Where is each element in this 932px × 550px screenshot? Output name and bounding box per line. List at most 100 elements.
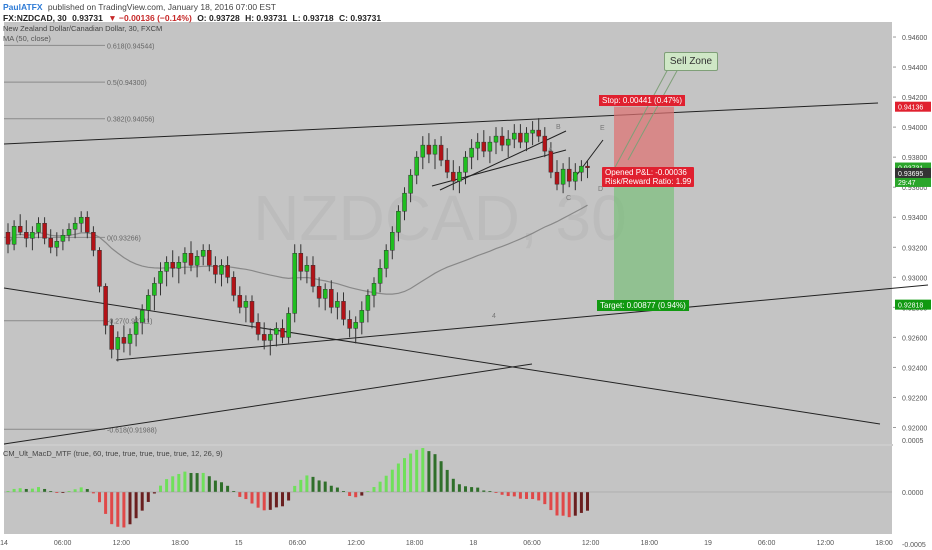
candle-down <box>85 216 90 233</box>
candle-down <box>347 319 352 329</box>
macd-bar <box>354 492 358 498</box>
candle-down <box>24 231 29 239</box>
candle-down <box>97 250 102 287</box>
target-label[interactable]: Target: 0.00877 (0.94%) <box>597 300 689 311</box>
candle-up <box>146 295 151 311</box>
candle-down <box>316 286 322 299</box>
macd-bar <box>189 472 193 492</box>
time-tick-label: 18:00 <box>875 540 893 547</box>
macd-bar <box>250 492 254 504</box>
macd-tick-label: 0.0000 <box>902 490 924 497</box>
candle-down <box>213 265 218 275</box>
macd-bar <box>561 492 565 516</box>
macd-bar <box>274 492 278 508</box>
macd-bar <box>311 476 315 492</box>
author-link[interactable]: PaulATFX <box>3 2 43 12</box>
candle-down <box>542 135 548 152</box>
candle-up <box>377 268 383 284</box>
candle-down <box>225 265 230 278</box>
macd-bar <box>140 492 144 511</box>
macd-bar <box>104 492 108 514</box>
sell-zone-callout[interactable]: Sell Zone <box>664 52 718 71</box>
candle-up <box>176 262 182 269</box>
wedge-small-upper[interactable] <box>572 139 604 181</box>
macd-bar <box>177 473 181 492</box>
macd-bar <box>67 490 71 492</box>
macd-bar <box>91 492 95 494</box>
indicator-legend[interactable]: CM_Ult_MacD_MTF (true, 60, true, true, t… <box>3 449 223 458</box>
symbol-label[interactable]: FX:NZDCAD, 30 <box>3 13 67 23</box>
macd-bar <box>226 485 230 492</box>
macd-bar <box>518 492 522 499</box>
wave-label: A <box>548 147 553 154</box>
candle-up <box>292 253 297 314</box>
candle-up <box>365 295 371 311</box>
macd-bar <box>543 492 547 505</box>
stop-label[interactable]: Stop: 0.00441 (0.47%) <box>599 95 686 106</box>
candle-up <box>359 310 365 323</box>
candle-series <box>5 118 590 362</box>
candle-up <box>60 235 66 242</box>
candle-down <box>426 144 432 155</box>
candle-down <box>5 231 11 245</box>
wave-label: D <box>598 186 603 193</box>
macd-bar <box>415 449 419 492</box>
macd-bar <box>61 492 65 493</box>
candle-down <box>121 337 127 344</box>
time-tick-label: 06:00 <box>289 540 307 547</box>
candle-up <box>36 222 41 233</box>
candle-up <box>487 141 493 152</box>
candle-down <box>17 225 23 233</box>
price-marker-bg <box>895 167 931 178</box>
time-tick-label: 06:00 <box>758 540 776 547</box>
candle-up <box>66 228 72 236</box>
candle-up <box>219 265 224 275</box>
target-zone <box>614 172 674 305</box>
fib-label: -0.618(0.91988) <box>107 427 157 434</box>
macd-bar <box>287 492 291 501</box>
candle-up <box>72 222 78 230</box>
time-axis-bg[interactable] <box>0 535 932 550</box>
opened-pnl: Opened P&L: -0.00036 <box>605 168 687 177</box>
candle-down <box>310 265 316 287</box>
trendline-lower[interactable] <box>115 284 929 361</box>
macd-bar <box>79 487 83 492</box>
macd-bar <box>579 492 583 513</box>
wave-labels: A B C D E 4 <box>492 124 605 320</box>
macd-bar <box>232 491 236 492</box>
candle-up <box>182 253 188 263</box>
candle-down <box>548 150 554 173</box>
ma-legend[interactable]: MA (50, close) <box>3 34 51 43</box>
candle-up <box>560 168 566 185</box>
macd-bar <box>18 488 22 492</box>
candle-up <box>530 129 535 134</box>
macd-bar <box>323 481 327 492</box>
price-marker-label: 29:47 <box>898 180 916 187</box>
price-tick-label: 0.94400 <box>902 65 927 72</box>
pnl-box[interactable]: Opened P&L: -0.00036 Risk/Reward Ratio: … <box>602 167 695 187</box>
macd-bar <box>146 492 150 502</box>
macd-bar <box>134 492 138 519</box>
macd-bar <box>110 492 114 525</box>
macd-bar <box>30 488 34 492</box>
macd-bar <box>165 479 169 492</box>
price-marker-label: 0.92818 <box>898 303 923 310</box>
candle-up <box>274 328 279 335</box>
candle-up <box>420 144 426 158</box>
candle-down <box>188 253 194 266</box>
candle-down <box>444 159 450 173</box>
trendline-upper[interactable] <box>3 102 879 145</box>
price-tick-label: 0.92000 <box>902 425 927 432</box>
macd-bar <box>6 491 10 492</box>
candle-down <box>451 171 456 182</box>
trendline-bottom[interactable] <box>3 363 533 445</box>
candle-up <box>286 313 291 338</box>
price-tick-label: 0.93200 <box>902 245 927 252</box>
last-price: 0.93731 <box>72 13 103 23</box>
macd-bar <box>451 478 455 492</box>
ma-line <box>7 204 588 295</box>
candle-up <box>158 271 163 284</box>
trendline-falling[interactable] <box>3 287 881 425</box>
